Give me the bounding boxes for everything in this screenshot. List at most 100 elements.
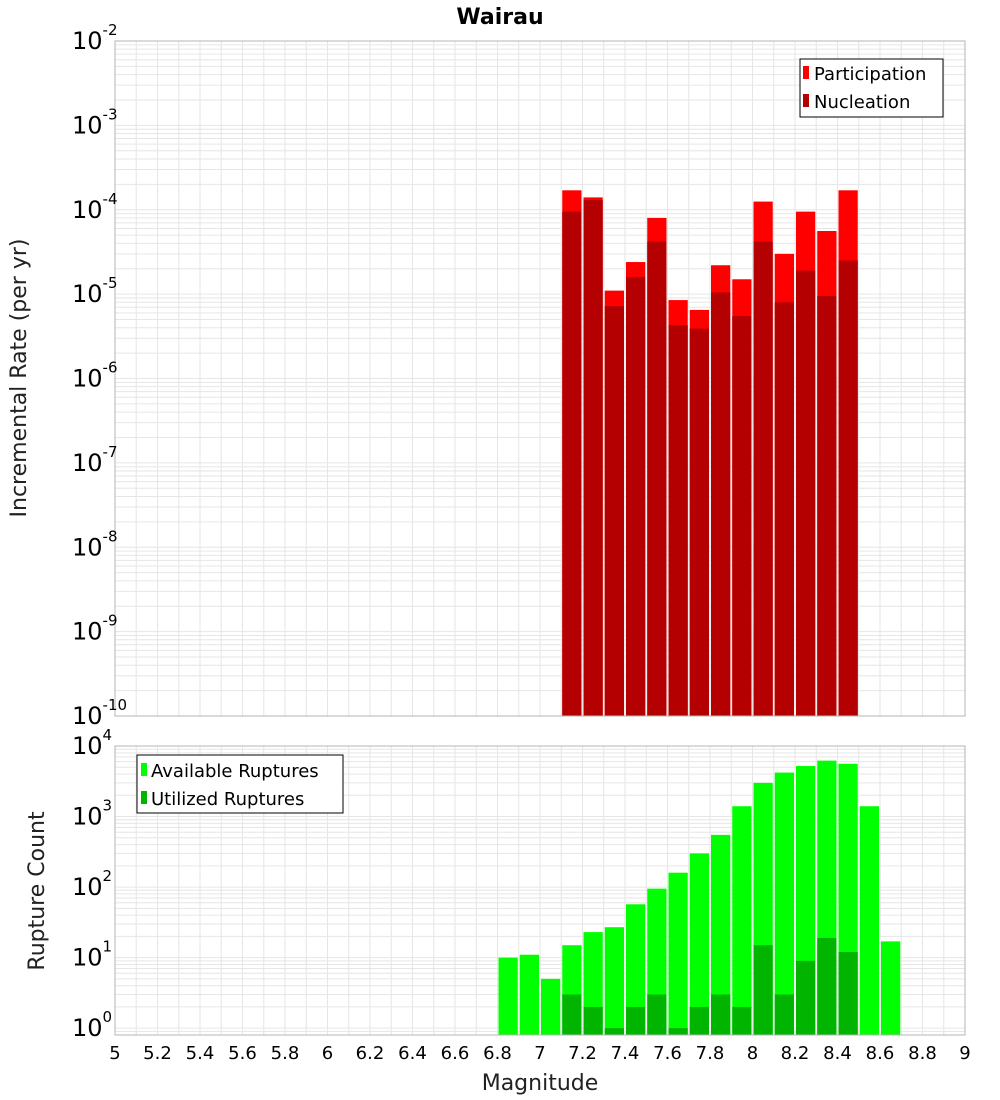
- y-tick-label: 10-5: [72, 274, 118, 308]
- x-tick-label: 6: [322, 1043, 333, 1064]
- utilized-ruptures-bar: [753, 945, 773, 1035]
- y-tick-label: 10-3: [72, 105, 118, 139]
- x-tick-label: 8.8: [908, 1043, 937, 1064]
- utilized-ruptures-bar: [838, 952, 858, 1035]
- y-tick-label: 10-7: [72, 443, 118, 477]
- y-tick-label: 10-8: [72, 527, 118, 561]
- x-tick-label: 7.6: [653, 1043, 682, 1064]
- utilized-ruptures-bar: [711, 994, 731, 1035]
- nucleation-bar: [604, 306, 624, 716]
- available-ruptures-bar: [711, 834, 731, 1035]
- y-tick-label: 101: [72, 938, 112, 972]
- legend-label-available: Available Ruptures: [151, 761, 319, 782]
- x-tick-labels: 5 5.2 5.4 5.6 5.8 6 6.2 6.4 6.6 6.8 7 7.2 7.4 7.6 7.8 8…: [109, 1043, 970, 1064]
- nucleation-bar: [562, 211, 582, 716]
- y-tick-label: 10-2: [72, 21, 118, 55]
- x-tick-label: 7.8: [696, 1043, 725, 1064]
- legend-swatch-available: [141, 763, 147, 776]
- bottom-legend: Available Ruptures Utilized Ruptures: [136, 754, 344, 814]
- top-gridlines: [114, 40, 966, 717]
- x-tick-label: 6.6: [441, 1043, 470, 1064]
- nucleation-bar: [732, 316, 752, 716]
- utilized-ruptures-bar: [774, 994, 794, 1035]
- legend-swatch-participation: [803, 66, 809, 79]
- nucleation-bar: [838, 260, 858, 716]
- available-ruptures-bar: [604, 927, 624, 1035]
- nucleation-bar: [583, 200, 603, 716]
- available-ruptures-bar: [689, 853, 709, 1035]
- nucleation-bar: [668, 325, 688, 716]
- legend-label-participation: Participation: [814, 64, 926, 85]
- utilized-ruptures-bar: [562, 994, 582, 1035]
- available-ruptures-bar: [859, 806, 879, 1035]
- legend-label-nucleation: Nucleation: [814, 92, 910, 113]
- nucleation-bar: [626, 276, 646, 716]
- x-tick-label: 6.2: [356, 1043, 385, 1064]
- utilized-ruptures-bar: [732, 1006, 752, 1035]
- bottom-legend-box: [136, 754, 344, 814]
- top-legend-box: [799, 58, 944, 118]
- x-tick-label: 8.2: [781, 1043, 810, 1064]
- y-tick-label: 10-10: [72, 696, 127, 730]
- y-tick-label: 102: [72, 867, 112, 901]
- nucleation-bar: [647, 241, 667, 717]
- legend-swatch-nucleation: [803, 94, 809, 107]
- bottom-plot-frame: [114, 745, 966, 1036]
- nucleation-bar: [817, 296, 837, 716]
- x-tick-label: 5.2: [143, 1043, 172, 1064]
- nucleation-bar: [689, 328, 709, 716]
- available-ruptures-bar: [626, 904, 646, 1035]
- top-y-tick-labels: 10-2 10-3 10-4 10-5 10-6 10-7 10-8 10-9 10-10: [72, 21, 127, 730]
- utilized-ruptures-bar: [817, 937, 837, 1035]
- available-ruptures-bar: [541, 978, 561, 1035]
- x-tick-label: 7.2: [568, 1043, 597, 1064]
- y-tick-label: 104: [72, 726, 112, 760]
- utilized-ruptures-bar: [689, 1006, 709, 1035]
- x-tick-label: 7.4: [611, 1043, 640, 1064]
- nucleation-bar: [711, 292, 731, 716]
- nucleation-bar: [774, 302, 794, 716]
- top-bars: [562, 190, 858, 717]
- nucleation-bar: [796, 270, 816, 716]
- legend-swatch-utilized: [141, 791, 147, 804]
- available-ruptures-bar: [881, 941, 901, 1035]
- utilized-ruptures-bar: [668, 1028, 688, 1035]
- available-ruptures-bar: [498, 957, 518, 1035]
- top-legend: Participation Nucleation: [799, 58, 944, 118]
- utilized-ruptures-bar: [604, 1028, 624, 1035]
- top-y-axis-label: Incremental Rate (per yr): [7, 239, 32, 518]
- utilized-ruptures-bar: [583, 1006, 603, 1035]
- x-axis-label: Magnitude: [482, 1071, 599, 1096]
- x-tick-label: 5.4: [186, 1043, 215, 1064]
- x-tick-label: 8: [747, 1043, 758, 1064]
- available-ruptures-bar: [519, 954, 539, 1035]
- x-tick-label: 7: [534, 1043, 545, 1064]
- bottom-bars: [498, 760, 901, 1035]
- bottom-y-axis-label: Rupture Count: [25, 811, 50, 971]
- nucleation-bar: [753, 241, 773, 717]
- x-tick-label: 9: [959, 1043, 970, 1064]
- y-tick-label: 10-9: [72, 612, 118, 646]
- x-tick-label: 5.8: [271, 1043, 300, 1064]
- y-tick-label: 10-6: [72, 359, 118, 393]
- available-ruptures-bar: [668, 872, 688, 1035]
- x-tick-label: 8.6: [866, 1043, 895, 1064]
- y-tick-label: 10-4: [72, 190, 118, 224]
- chart-title: Wairau: [456, 5, 543, 30]
- x-tick-label: 5: [109, 1043, 120, 1064]
- legend-label-utilized: Utilized Ruptures: [151, 789, 304, 810]
- bottom-y-tick-labels: 104 103 102 101 100: [72, 726, 112, 1042]
- utilized-ruptures-bar: [647, 994, 667, 1035]
- available-ruptures-bar: [732, 806, 752, 1035]
- utilized-ruptures-bar: [626, 1006, 646, 1035]
- utilized-ruptures-bar: [796, 960, 816, 1035]
- x-tick-label: 5.6: [228, 1043, 257, 1064]
- available-ruptures-bar: [774, 772, 794, 1035]
- x-tick-label: 6.8: [483, 1043, 512, 1064]
- y-tick-label: 103: [72, 797, 112, 831]
- y-tick-label: 100: [72, 1008, 112, 1042]
- top-plot-frame: [114, 40, 966, 717]
- x-tick-label: 6.4: [398, 1043, 427, 1064]
- x-tick-label: 8.4: [823, 1043, 852, 1064]
